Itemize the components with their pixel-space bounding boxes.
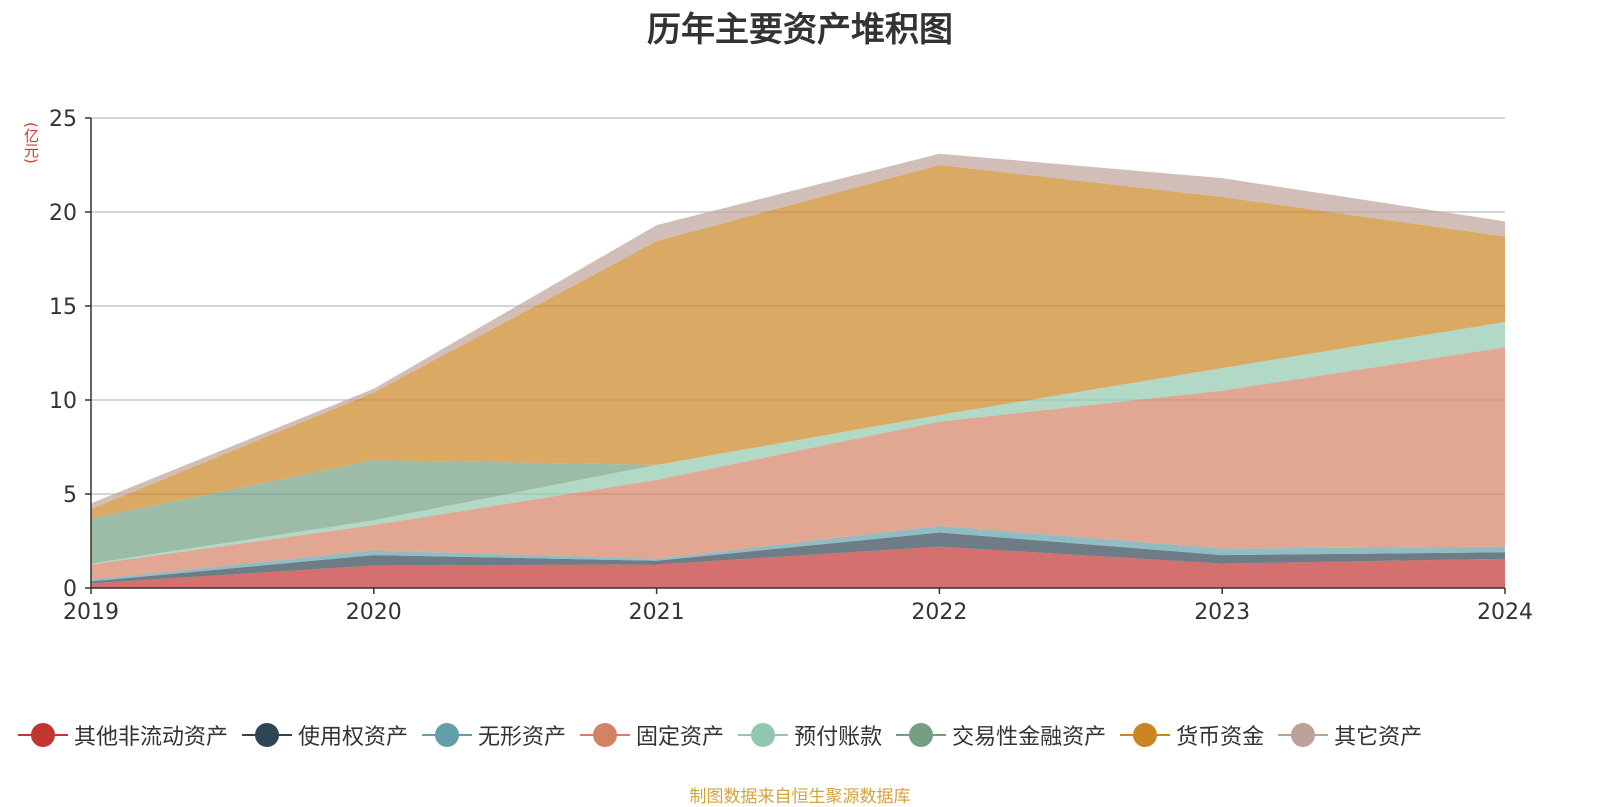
- area-series-6: [91, 165, 1505, 519]
- legend-item[interactable]: 无形资产: [422, 719, 566, 751]
- legend-item[interactable]: 其它资产: [1278, 719, 1422, 751]
- legend-item[interactable]: 使用权资产: [242, 719, 408, 751]
- y-tick-label: 10: [49, 389, 77, 414]
- chart-title: 历年主要资产堆积图: [647, 10, 953, 50]
- legend-marker-icon: [242, 723, 293, 747]
- area-series-2: [91, 525, 1505, 582]
- legend-marker-icon: [1120, 723, 1171, 747]
- x-tick-label: 2024: [1477, 600, 1533, 625]
- axes: 0 5 10 15 20 25 2019 2020 2021 2022 2023 2024: [49, 107, 1533, 625]
- legend-item[interactable]: 交易性金融资产: [896, 719, 1106, 751]
- y-tick-label: 20: [49, 201, 77, 226]
- area-series-5: [91, 321, 1505, 564]
- x-tick-label: 2020: [346, 600, 402, 625]
- legend-marker-icon: [422, 723, 473, 747]
- legend-label: 预付账款: [794, 725, 883, 750]
- legend-marker-icon: [580, 723, 631, 747]
- area-series-0: [91, 546, 1505, 588]
- x-tick-label: 2022: [911, 600, 967, 625]
- legend-item[interactable]: 预付账款: [738, 719, 882, 751]
- legend-marker-icon: [896, 723, 947, 747]
- y-tick-label: 5: [63, 483, 77, 508]
- legend-item[interactable]: 固定资产: [580, 719, 724, 751]
- area-series-layer: [91, 153, 1505, 588]
- x-tick-label: 2021: [629, 600, 685, 625]
- legend-label: 固定资产: [636, 725, 725, 750]
- area-series-1: [91, 532, 1505, 584]
- y-tick-label: 25: [49, 107, 77, 132]
- area-series-3: [91, 347, 1505, 580]
- legend-item[interactable]: 货币资金: [1120, 719, 1264, 751]
- legend-item[interactable]: 其他非流动资产: [18, 719, 228, 751]
- legend-marker-icon: [738, 723, 789, 747]
- y-tick-label: 15: [49, 295, 77, 320]
- x-tick-label: 2023: [1194, 600, 1250, 625]
- legend-label: 使用权资产: [298, 725, 409, 750]
- legend-label: 其它资产: [1334, 725, 1423, 750]
- x-tick-label: 2019: [63, 600, 119, 625]
- area-series-4: [91, 321, 1505, 565]
- legend-label: 货币资金: [1176, 725, 1265, 750]
- legend-label: 其他非流动资产: [74, 725, 229, 750]
- legend-marker-icon: [18, 723, 68, 747]
- stacked-area-chart: 0 5 10 15 20 25 2019 2020 2021 2022 2023 2024: [49, 107, 1533, 625]
- y-axis-unit-label: (亿元): [22, 122, 40, 164]
- data-source-note: 制图数据来自恒生聚源数据库: [689, 787, 911, 807]
- legend-marker-icon: [1278, 723, 1329, 747]
- legend: 其他非流动资产 使用权资产 无形资产 固定资产 预付账款 交易性金融资产 货币资金 其它资产: [18, 720, 1436, 750]
- legend-label: 无形资产: [478, 725, 567, 750]
- y-tick-label: 0: [63, 577, 77, 602]
- legend-label: 交易性金融资产: [952, 725, 1107, 750]
